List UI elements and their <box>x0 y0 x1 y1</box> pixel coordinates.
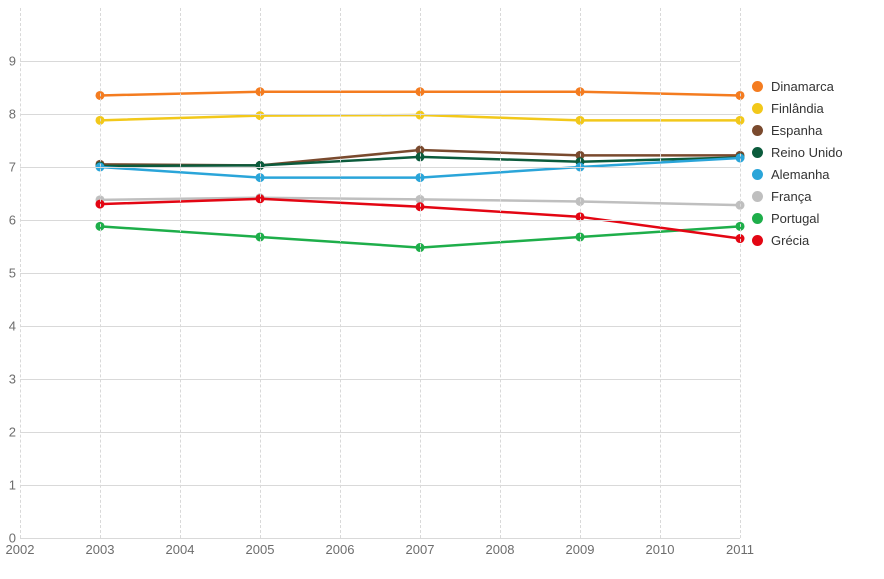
hgrid-line <box>20 326 740 327</box>
legend-swatch <box>752 191 763 202</box>
y-axis-label: 1 <box>2 478 16 493</box>
y-axis-label: 4 <box>2 319 16 334</box>
hgrid-line <box>20 167 740 168</box>
x-axis-label: 2003 <box>86 542 115 557</box>
legend-item: Espanha <box>752 119 843 141</box>
legend-label: Espanha <box>771 123 822 138</box>
y-axis-label: 7 <box>2 160 16 175</box>
legend-swatch <box>752 213 763 224</box>
x-axis-label: 2010 <box>646 542 675 557</box>
y-axis-label: 2 <box>2 425 16 440</box>
vgrid-line <box>260 8 261 538</box>
legend-item: Finlândia <box>752 97 843 119</box>
legend-item: Dinamarca <box>752 75 843 97</box>
vgrid-line <box>180 8 181 538</box>
vgrid-line <box>340 8 341 538</box>
x-axis-label: 2005 <box>246 542 275 557</box>
legend-item: Grécia <box>752 229 843 251</box>
x-axis-label: 2002 <box>6 542 35 557</box>
hgrid-line <box>20 538 740 539</box>
legend-item: França <box>752 185 843 207</box>
y-axis-label: 8 <box>2 107 16 122</box>
hgrid-line <box>20 432 740 433</box>
vgrid-line <box>420 8 421 538</box>
legend-label: Finlândia <box>771 101 824 116</box>
hgrid-line <box>20 61 740 62</box>
x-axis-label: 2009 <box>566 542 595 557</box>
legend-label: Dinamarca <box>771 79 834 94</box>
legend-label: Alemanha <box>771 167 830 182</box>
x-axis-label: 2004 <box>166 542 195 557</box>
legend-label: Portugal <box>771 211 819 226</box>
plot-area <box>20 8 740 538</box>
x-axis-label: 2006 <box>326 542 355 557</box>
vgrid-line <box>740 8 741 538</box>
legend-label: Grécia <box>771 233 809 248</box>
x-axis-label: 2007 <box>406 542 435 557</box>
legend-swatch <box>752 103 763 114</box>
y-axis-label: 3 <box>2 372 16 387</box>
legend-label: Reino Unido <box>771 145 843 160</box>
hgrid-line <box>20 379 740 380</box>
legend-swatch <box>752 169 763 180</box>
legend-swatch <box>752 125 763 136</box>
hgrid-line <box>20 114 740 115</box>
legend-swatch <box>752 81 763 92</box>
chart-container: Dinamarca Finlândia Espanha Reino Unido Alem… <box>0 0 884 579</box>
vgrid-line <box>580 8 581 538</box>
vgrid-line <box>660 8 661 538</box>
legend-item: Alemanha <box>752 163 843 185</box>
y-axis-label: 6 <box>2 213 16 228</box>
vgrid-line <box>500 8 501 538</box>
legend-swatch <box>752 235 763 246</box>
y-axis-label: 9 <box>2 54 16 69</box>
hgrid-line <box>20 273 740 274</box>
x-axis-label: 2008 <box>486 542 515 557</box>
vgrid-line <box>20 8 21 538</box>
hgrid-line <box>20 220 740 221</box>
legend: Dinamarca Finlândia Espanha Reino Unido Alem… <box>752 75 843 251</box>
legend-item: Portugal <box>752 207 843 229</box>
y-axis-label: 5 <box>2 266 16 281</box>
legend-item: Reino Unido <box>752 141 843 163</box>
vgrid-line <box>100 8 101 538</box>
legend-label: França <box>771 189 811 204</box>
legend-swatch <box>752 147 763 158</box>
hgrid-line <box>20 485 740 486</box>
x-axis-label: 2011 <box>726 542 754 557</box>
